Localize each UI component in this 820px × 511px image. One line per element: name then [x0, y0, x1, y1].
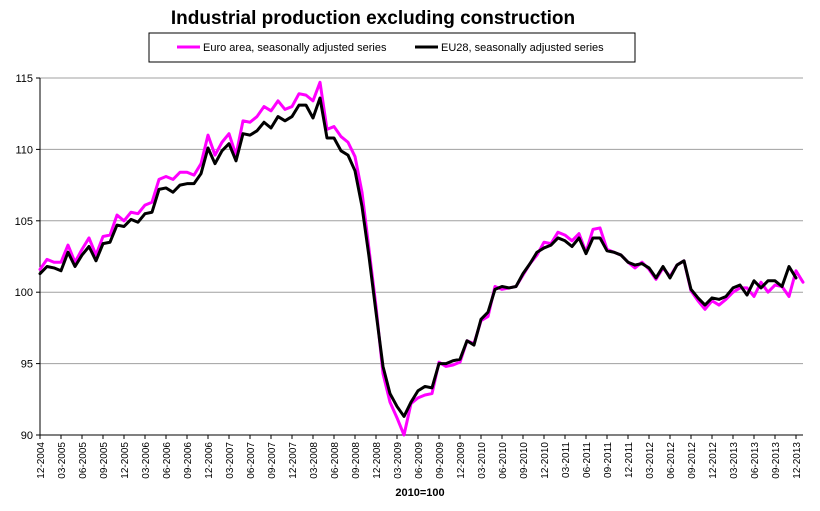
- x-tick-label: 12-2012: [708, 442, 719, 479]
- x-tick-label: 09-2013: [771, 442, 782, 479]
- x-tick-label: 09-2005: [99, 442, 110, 479]
- x-tick-label: 06-2007: [246, 442, 257, 479]
- chart-title: Industrial production excluding construc…: [171, 8, 575, 29]
- y-tick-label: 100: [15, 287, 33, 299]
- y-tick-label: 110: [15, 144, 33, 156]
- x-tick-label: 12-2011: [624, 442, 635, 478]
- x-tick-label: 03-2011: [561, 442, 572, 478]
- x-tick-label: 09-2007: [267, 442, 278, 479]
- y-axis-ticks: 90 95 100 105 110 115: [15, 73, 40, 442]
- x-tick-label: 09-2008: [351, 442, 362, 479]
- y-tick-label: 90: [21, 430, 33, 442]
- x-tick-label: 06-2010: [498, 442, 509, 479]
- x-tick-label: 03-2006: [141, 442, 152, 479]
- x-tick-label: 03-2008: [309, 442, 320, 479]
- x-tick-label: 06-2011: [582, 442, 593, 478]
- legend-box: [148, 32, 636, 63]
- x-tick-label: 06-2008: [330, 442, 341, 479]
- x-tick-label: 03-2007: [225, 442, 236, 479]
- series-lines: [38, 80, 805, 437]
- x-tick-label: 12-2007: [288, 442, 299, 479]
- x-tick-label: 03-2012: [645, 442, 656, 479]
- x-tick-label: 09-2011: [603, 442, 614, 478]
- x-tick-label: 03-2005: [57, 442, 68, 479]
- x-tick-label: 09-2006: [183, 442, 194, 479]
- x-axis-ticks: 12-2004 03-2005 06-2005 09-2005 12-2005 03-20…: [36, 435, 803, 479]
- legend-label-eu28: EU28, seasonally adjusted series: [441, 42, 604, 54]
- series-line-eu28: [38, 96, 798, 418]
- y-tick-label: 105: [15, 216, 33, 228]
- x-axis-label: 2010=100: [395, 487, 444, 499]
- legend-label-euro-area: Euro area, seasonally adjusted series: [203, 42, 387, 54]
- x-tick-label: 06-2006: [162, 442, 173, 479]
- x-tick-label: 09-2010: [519, 442, 530, 479]
- x-tick-label: 12-2006: [204, 442, 215, 479]
- legend: Euro area, seasonally adjusted series EU…: [148, 32, 636, 63]
- y-tick-label: 95: [21, 359, 33, 371]
- x-tick-label: 12-2004: [36, 442, 47, 479]
- gridlines: [40, 77, 803, 365]
- x-tick-label: 12-2013: [792, 442, 803, 479]
- x-tick-label: 12-2009: [456, 442, 467, 479]
- x-tick-label: 12-2005: [120, 442, 131, 479]
- x-tick-label: 12-2008: [372, 442, 383, 479]
- axes: [39, 78, 803, 436]
- x-tick-label: 03-2013: [729, 442, 740, 479]
- x-tick-label: 06-2009: [414, 442, 425, 479]
- x-tick-label: 09-2012: [687, 442, 698, 479]
- x-tick-label: 06-2012: [666, 442, 677, 479]
- x-tick-label: 06-2005: [78, 442, 89, 479]
- x-tick-label: 09-2009: [435, 442, 446, 479]
- y-tick-label: 115: [15, 73, 33, 85]
- x-tick-label: 12-2010: [540, 442, 551, 479]
- series-line-euro-area: [38, 80, 805, 437]
- x-tick-label: 03-2010: [477, 442, 488, 479]
- x-tick-label: 06-2013: [750, 442, 761, 479]
- x-tick-label: 03-2009: [393, 442, 404, 479]
